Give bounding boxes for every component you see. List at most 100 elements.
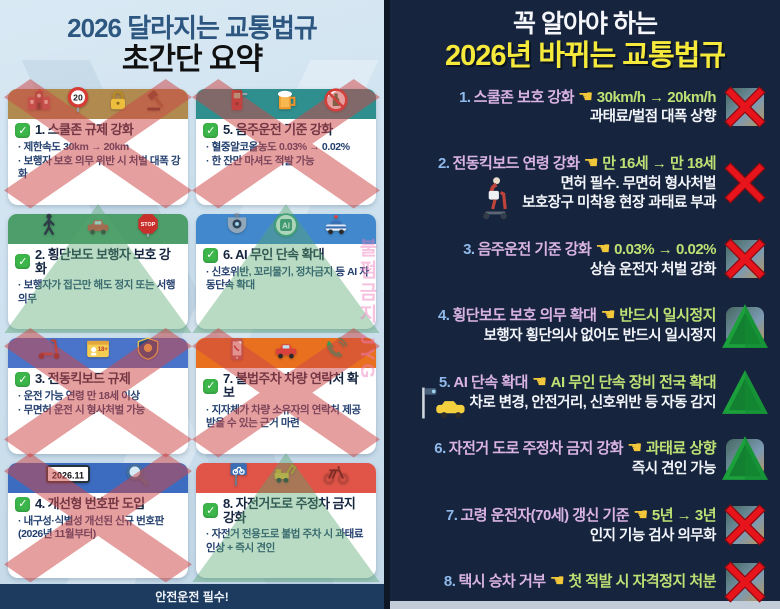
red-x-icon — [720, 500, 770, 550]
cards-grid: 20 ✓ 1. 스쿨존 규제 강화제한속도 30km → 20km보행자 보호 의무… — [0, 79, 384, 584]
item-number: 4. — [437, 307, 450, 325]
check-icon: ✓ — [203, 503, 218, 519]
card-title-text: 1. 스쿨존 규제 강화 — [35, 122, 134, 138]
tow-truck-icon — [273, 461, 299, 487]
item-value: 5년 → 3년 — [651, 506, 717, 524]
card-bullets: 지자체가 차량 소유자의 연락처 제공받을 수 있는 근거 마련 — [206, 404, 369, 431]
license-plate-icon: 2026.11 — [46, 461, 90, 487]
green-triangle-icon — [720, 301, 770, 351]
card-title-row: ✓ 2. 횡단보도 보행자 보호 강화 — [15, 247, 181, 277]
card-header-strip — [196, 87, 376, 120]
check-icon: ✓ — [203, 123, 218, 139]
item-number: 5. — [438, 373, 451, 391]
item-headline: 6. 자전거 도로 주정차 금지 강화 ☚ 과태료 상향 — [396, 437, 716, 460]
law-card: 18+ ✓ 3. 전동킥보드 규제운전 가능 연령 만 18세 이상무면허 운전 시… — [4, 328, 192, 458]
item-headline: 1. 스쿨존 보호 강화 ☚ 30km/h → 20km/h — [396, 86, 716, 109]
item-title: 횡단보도 보호 의무 확대 — [452, 307, 597, 325]
car-red-icon — [85, 212, 111, 238]
card-body: ✓ 3. 전동킥보드 규제운전 가능 연령 만 18세 이상무면허 운전 시 형사… — [8, 368, 188, 419]
card-bullet: 신호위반, 꼬리물기, 정차금지 등 AI 자동단속 확대 — [206, 266, 369, 293]
card-bullets: 내구성·식별성 개선된 신규 번호판(2026년 11월부터) — [18, 515, 181, 542]
police-car-icon — [323, 212, 349, 238]
item-headline: 4. 횡단보도 보호 의무 확대 ☚ 반드시 일시정지 — [396, 304, 717, 327]
right-title-line2: 2026년 바뀌는 교통법규 — [444, 39, 726, 72]
card-bullet: 보행자 보호 의무 위반 시 처벌 대폭 강화 — [18, 155, 181, 182]
pointing-hand-icon: ☚ — [595, 238, 611, 258]
card-body: ✓ 8. 자전거도로 주정차 금지 강화자전거 전용도로 불법 주차 시 과태료 … — [196, 493, 376, 558]
item-detail-line: 인지 기능 검사 의무화 — [589, 527, 717, 544]
card-header-strip: STOP — [8, 212, 188, 244]
item-value: AI 무인 단속 장비 전국 확대 — [550, 373, 717, 391]
card-bullets: 자전거 전용도로 불법 주차 시 과태료 인상 + 즉시 견인 — [206, 528, 369, 555]
card-body: ✓ 6. AI 무인 단속 확대신호위반, 꼬리물기, 정차금지 등 AI 자동단… — [196, 244, 376, 295]
card-bullet: 보행자가 접근만 해도 정지 또는 서행 의무 — [18, 279, 181, 306]
card-title-text: 4. 개선형 번호판 도입 — [35, 495, 145, 511]
check-icon: ✓ — [15, 123, 30, 139]
law-item: 6. 자전거 도로 주정차 금지 강화 ☚ 과태료 상향 즉시 견인 가능 — [396, 436, 772, 481]
item-value: 0.03% → 0.02% — [614, 240, 716, 258]
card-body: ✓ 4. 개선형 번호판 도입내구성·식별성 개선된 신규 번호판(2026년 1… — [8, 493, 188, 544]
item-title: 스쿨존 보호 강화 — [473, 88, 575, 106]
gavel-icon — [144, 87, 170, 113]
pedestrian-icon — [36, 212, 62, 238]
item-headline: 2. 전동킥보드 연령 강화 ☚ 만 16세 → 만 18세 — [396, 152, 717, 175]
no-alcohol-icon — [323, 87, 349, 113]
card-bullets: 신호위반, 꼬리물기, 정차금지 등 AI 자동단속 확대 — [206, 266, 369, 293]
card-title-text: 8. 자전거도로 주정차 금지 강화 — [223, 495, 356, 525]
item-title: AI 단속 확대 — [453, 373, 528, 391]
item-detail-line: 면허 필수. 무면허 형사처벌 — [560, 175, 717, 192]
law-card: AI ✓ 6. AI 무인 단속 확대신호위반, 꼬리물기, 정차금지 등 AI 자… — [192, 203, 380, 334]
card-bullets: 혈중알코올농도 0.03% → 0.02%한 잔만 마셔도 적발 가능 — [206, 141, 369, 168]
card-bullet: 한 잔만 마셔도 적발 가능 — [206, 155, 369, 169]
item-detail-line: 차로 변경, 안전거리, 신호위반 등 자동 감지 — [469, 394, 716, 411]
law-card: ✓ 8. 자전거도로 주정차 금지 강화자전거 전용도로 불법 주차 시 과태료 … — [192, 452, 380, 582]
card-bullet: 제한속도 30km → 20km — [18, 141, 181, 155]
card-title-row: ✓ 5. 음주운전 기준 강화 — [203, 122, 369, 139]
svg-text:STOP: STOP — [140, 222, 155, 228]
card-title-row: ✓ 7. 불법주차 차량 연락처 확보 — [203, 371, 369, 401]
item-detail-line: 보호장구 미착용 현장 과태료 부과 — [522, 195, 716, 212]
card-title-text: 5. 음주운전 기준 강화 — [223, 122, 333, 138]
card-bullet: 지자체가 차량 소유자의 연락처 제공받을 수 있는 근거 마련 — [206, 404, 369, 431]
red-x-icon — [720, 158, 770, 208]
card-header-strip — [196, 336, 376, 369]
left-title-line2: 초간단 요약 — [121, 42, 263, 76]
law-item: 7. 고령 운전자(70세) 갱신 기준 ☚ 5년 → 3년 인지 기능 검사 의무화 — [396, 504, 772, 547]
card-title-row: ✓ 8. 자전거도로 주정차 금지 강화 — [203, 495, 369, 526]
smartphone-icon — [224, 336, 250, 362]
card-bullets: 보행자가 접근만 해도 정지 또는 서행 의무 — [18, 279, 181, 306]
item-headline: 8. 택시 승차 거부 ☚ 첫 적발 시 자격정지 처분 — [396, 570, 717, 593]
item-title: 고령 운전자(70세) 갱신 기준 — [460, 506, 630, 524]
law-items-list: 1. 스쿨존 보호 강화 ☚ 30km/h → 20km/h 과태료/벌점 대폭 상향 2… — [390, 78, 780, 603]
item-number: 6. — [434, 440, 446, 458]
card-title-row: ✓ 4. 개선형 번호판 도입 — [15, 495, 181, 512]
check-icon: ✓ — [15, 496, 30, 512]
law-item: 8. 택시 승차 거부 ☚ 첫 적발 시 자격정지 처분 — [396, 560, 772, 603]
left-panel-summary: 2026 달라지는 교통법규 초간단 요약 20 ✓ 1. 스쿨존 규제 강화제한속… — [0, 0, 384, 609]
law-item: 1. 스쿨존 보호 강화 ☚ 30km/h → 20km/h 과태료/벌점 대폭 상향 — [396, 86, 772, 129]
ai-chip-icon: AI — [273, 212, 299, 238]
phone-handset-icon — [323, 336, 349, 362]
item-detail-line: 보행자 횡단의사 없어도 반드시 일시정지 — [483, 328, 717, 345]
item-title: 전동킥보드 연령 강화 — [452, 154, 580, 172]
law-card: 20 ✓ 1. 스쿨존 규제 강화제한속도 30km → 20km보행자 보호 의무… — [4, 79, 192, 209]
item-number: 2. — [437, 154, 450, 172]
pointing-hand-icon: ☚ — [627, 438, 642, 458]
card-body: ✓ 1. 스쿨존 규제 강화제한속도 30km → 20km보행자 보호 의무 위… — [8, 119, 188, 184]
item-title: 음주운전 기준 강화 — [477, 240, 592, 258]
law-card: STOP ✓ 2. 횡단보도 보행자 보호 강화보행자가 접근만 해도 정지 또는 … — [4, 203, 192, 334]
cctv-car-icon — [418, 385, 470, 421]
law-card: ✓ 7. 불법주차 차량 연락처 확보지자체가 차량 소유자의 연락처 제공받을 … — [192, 328, 380, 458]
item-headline: 5. AI 단속 확대 ☚ AI 무인 단속 장비 전국 확대 — [396, 371, 717, 394]
card-bullets: 제한속도 30km → 20km보행자 보호 의무 위반 시 처벌 대폭 강화 — [18, 141, 181, 182]
card-header-strip: 2026.11 — [8, 461, 188, 493]
left-title-line1: 2026 달라지는 교통법규 — [67, 13, 318, 43]
item-number: 1. — [459, 88, 471, 106]
card-header-strip: AI — [196, 212, 376, 244]
beer-icon — [273, 87, 299, 113]
item-number: 7. — [445, 506, 458, 524]
id-card-18-icon: 18+ — [85, 336, 111, 362]
item-detail-line: 상습 운전자 처벌 강화 — [589, 261, 717, 278]
svg-text:AI: AI — [282, 221, 290, 230]
